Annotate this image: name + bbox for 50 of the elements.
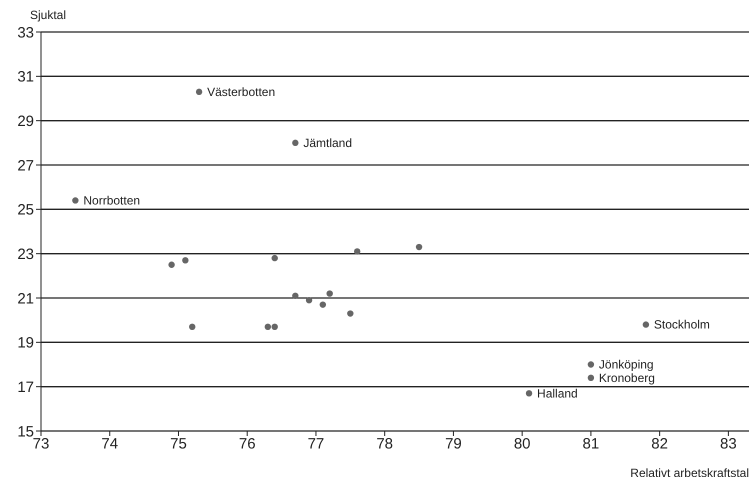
point — [306, 297, 312, 304]
y-tick-label: 33 — [17, 24, 34, 42]
y-tick-label: 25 — [17, 202, 34, 219]
point — [292, 292, 299, 299]
annotation: Kronoberg — [598, 370, 655, 385]
point — [588, 374, 594, 381]
annotation: Halland — [537, 386, 578, 400]
x-tick-label: 73 — [32, 436, 50, 453]
point — [354, 248, 360, 255]
point — [292, 140, 299, 146]
point — [196, 88, 202, 96]
x-tick-label: 79 — [445, 436, 462, 453]
y-tick-label: 21 — [17, 290, 34, 308]
x-tick-label: 75 — [170, 436, 187, 453]
x-tick-label: 81 — [582, 436, 600, 453]
y-tick-label: 15 — [17, 423, 34, 440]
y-tick-label: 19 — [17, 334, 34, 352]
point — [189, 324, 196, 330]
x-tick-label: 76 — [238, 436, 256, 453]
x-axis-title: Relativt arbetskraftstal — [630, 466, 749, 480]
point — [526, 390, 532, 397]
y-tick-label: 27 — [17, 157, 34, 174]
y-axis-title: Sjuktal — [30, 8, 66, 22]
y-tick-label: 17 — [17, 378, 34, 396]
y-tick-label: 31 — [17, 68, 34, 86]
x-tick-label: 74 — [101, 436, 118, 453]
annotation: Jämtland — [303, 136, 352, 150]
point — [326, 290, 333, 297]
x-tick-label: 78 — [376, 436, 394, 453]
x-tick-label: 82 — [651, 436, 668, 453]
point — [168, 262, 175, 268]
point — [416, 244, 422, 250]
x-tick-label: 77 — [308, 436, 324, 453]
annotation: Norrbotten — [83, 193, 140, 208]
point — [182, 257, 189, 264]
x-tick-label: 80 — [514, 436, 531, 453]
point — [272, 324, 278, 330]
point — [588, 361, 594, 368]
point — [347, 310, 354, 317]
point — [264, 324, 272, 330]
annotation: Västerbotten — [207, 84, 276, 99]
annotation: Jönköping — [598, 358, 654, 372]
point — [72, 197, 79, 204]
x-tick-label: 83 — [720, 436, 737, 453]
point — [642, 321, 650, 328]
y-tick-label: 23 — [17, 246, 34, 263]
point — [320, 301, 326, 308]
y-tick-label: 29 — [17, 112, 34, 130]
annotation: Stockholm — [654, 318, 710, 332]
point — [272, 254, 278, 262]
